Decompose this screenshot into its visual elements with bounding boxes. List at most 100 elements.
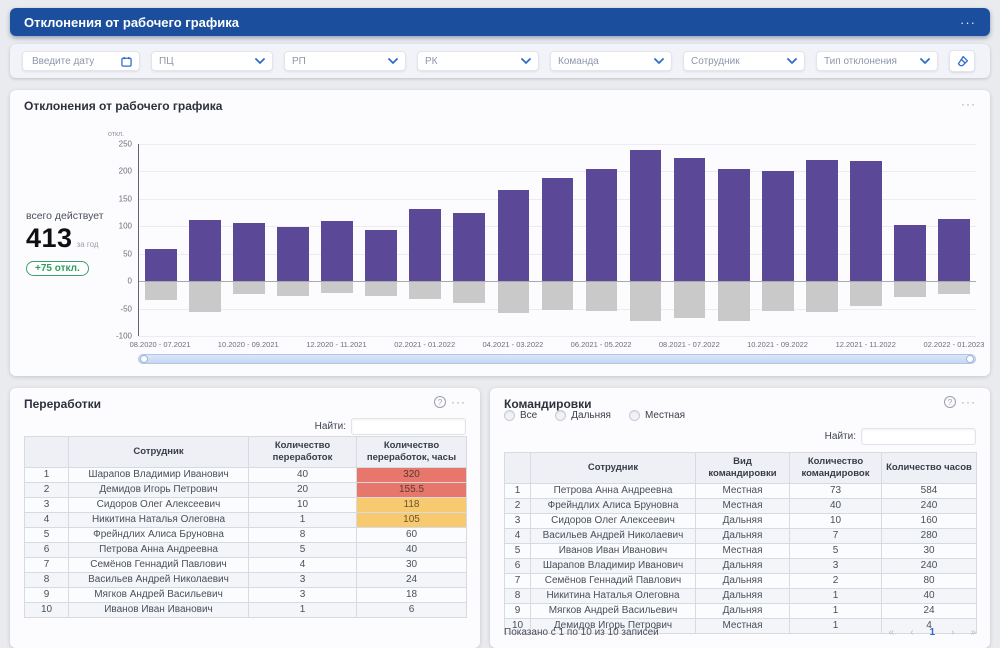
bar-negative[interactable]	[145, 281, 177, 300]
overtime-panel-menu-button[interactable]: ···	[451, 395, 466, 409]
trips-header-row: СотрудникВид командировкиКоличество кома…	[505, 453, 977, 484]
bar-negative[interactable]	[938, 281, 970, 294]
clear-filters-button[interactable]	[949, 50, 975, 72]
filter-rp-label: РП	[292, 56, 306, 67]
bar-positive[interactable]	[453, 213, 485, 282]
bar-negative[interactable]	[498, 281, 530, 313]
bar-positive[interactable]	[409, 209, 441, 281]
table-row: 2Демидов Игорь Петрович20155.5	[25, 482, 467, 497]
bar-positive[interactable]	[674, 158, 706, 281]
page-button[interactable]: ‹	[910, 627, 913, 638]
radio-circle-icon[interactable]	[555, 410, 566, 421]
bar-negative[interactable]	[630, 281, 662, 321]
radio-all-label: Все	[520, 410, 537, 421]
bar-negative[interactable]	[453, 281, 485, 303]
filter-team[interactable]: Команда	[550, 51, 672, 71]
bar-positive[interactable]	[277, 227, 309, 281]
page-button-current[interactable]: 1	[930, 627, 936, 638]
radio-long-distance[interactable]: Дальняя	[555, 410, 611, 421]
table-row: 3Сидоров Олег АлексеевичДальняя10160	[505, 513, 977, 528]
table-row: 2Фрейндлих Алиса БруновнаМестная40240	[505, 498, 977, 513]
bar-positive[interactable]	[145, 249, 177, 281]
table-cell: 3	[249, 587, 357, 602]
header-menu-button[interactable]: ···	[960, 16, 976, 29]
bar-positive[interactable]	[630, 150, 662, 282]
bar-negative[interactable]	[850, 281, 882, 306]
filter-rk[interactable]: РК	[417, 51, 539, 71]
date-input[interactable]	[30, 55, 116, 68]
trips-search-input[interactable]	[861, 428, 976, 445]
page-button[interactable]: «	[889, 627, 895, 638]
radio-circle-icon[interactable]	[629, 410, 640, 421]
bar-negative[interactable]	[409, 281, 441, 299]
bar-negative[interactable]	[365, 281, 397, 296]
table-cell: Шарапов Владимир Иванович	[531, 558, 696, 573]
radio-circle-icon[interactable]	[504, 410, 515, 421]
chart-scrollbar[interactable]	[138, 354, 976, 364]
bar-negative[interactable]	[806, 281, 838, 312]
overtime-search-input[interactable]	[351, 418, 466, 435]
scrollbar-handle-right[interactable]	[966, 355, 974, 363]
bar-slot	[315, 144, 359, 336]
table-cell: Сидоров Олег Алексеевич	[69, 497, 249, 512]
bar-positive[interactable]	[718, 169, 750, 281]
bar-positive[interactable]	[189, 220, 221, 281]
bar-positive[interactable]	[762, 171, 794, 281]
bar-negative[interactable]	[233, 281, 265, 294]
bar-negative[interactable]	[586, 281, 618, 311]
table-row: 7Семёнов Геннадий Павлович430	[25, 557, 467, 572]
bar-negative[interactable]	[762, 281, 794, 311]
page-button[interactable]: »	[970, 627, 976, 638]
chart-panel-menu-button[interactable]: ···	[961, 97, 976, 111]
trips-panel-menu-button[interactable]: ···	[961, 395, 976, 409]
bar-positive[interactable]	[586, 169, 618, 281]
bar-positive[interactable]	[498, 190, 530, 282]
table-row: 3Сидоров Олег Алексеевич10118	[25, 497, 467, 512]
bar-positive[interactable]	[806, 160, 838, 281]
table-cell: Дальняя	[696, 603, 790, 618]
table-cell: 10	[249, 497, 357, 512]
page-button[interactable]: ›	[951, 627, 954, 638]
bar-positive[interactable]	[321, 221, 353, 281]
scrollbar-handle-left[interactable]	[140, 355, 148, 363]
chevron-down-icon	[654, 58, 664, 64]
bar-positive[interactable]	[365, 230, 397, 282]
table-cell: 118	[357, 497, 467, 512]
table-cell: Петрова Анна Андреевна	[69, 542, 249, 557]
help-icon[interactable]: ?	[944, 396, 956, 408]
pagination: « ‹ 1 › »	[889, 627, 976, 638]
table-cell: 40	[357, 542, 467, 557]
bar-positive[interactable]	[894, 225, 926, 281]
bar-negative[interactable]	[321, 281, 353, 293]
x-tick-label: 04.2021 - 03.2022	[482, 340, 543, 349]
clear-filters-icon	[956, 55, 969, 68]
bar-positive[interactable]	[850, 161, 882, 281]
bar-negative[interactable]	[674, 281, 706, 318]
bar-negative[interactable]	[277, 281, 309, 296]
column-header: Количество часов	[882, 453, 977, 484]
table-row: 8Васильев Андрей Николаевич324	[25, 572, 467, 587]
radio-local[interactable]: Местная	[629, 410, 685, 421]
date-filter[interactable]	[22, 51, 140, 71]
table-cell: 24	[882, 603, 977, 618]
filter-deviation-type[interactable]: Тип отклонения	[816, 51, 938, 71]
table-cell: 1	[505, 483, 531, 498]
chevron-down-icon	[388, 58, 398, 64]
bar-negative[interactable]	[189, 281, 221, 312]
help-icon[interactable]: ?	[434, 396, 446, 408]
bar-negative[interactable]	[894, 281, 926, 297]
bar-positive[interactable]	[233, 223, 265, 281]
bar-positive[interactable]	[542, 178, 574, 281]
table-cell: Васильев Андрей Николаевич	[69, 572, 249, 587]
filter-rp[interactable]: РП	[284, 51, 406, 71]
filter-employee[interactable]: Сотрудник	[683, 51, 805, 71]
bar-positive[interactable]	[938, 219, 970, 281]
bar-negative[interactable]	[542, 281, 574, 310]
trips-panel-title: Командировки	[504, 397, 592, 411]
bar-negative[interactable]	[718, 281, 750, 320]
y-tick-label: -100	[102, 332, 132, 341]
filter-rk-label: РК	[425, 56, 438, 67]
stats-value: 413	[26, 223, 73, 254]
radio-all[interactable]: Все	[504, 410, 537, 421]
filter-pc[interactable]: ПЦ	[151, 51, 273, 71]
